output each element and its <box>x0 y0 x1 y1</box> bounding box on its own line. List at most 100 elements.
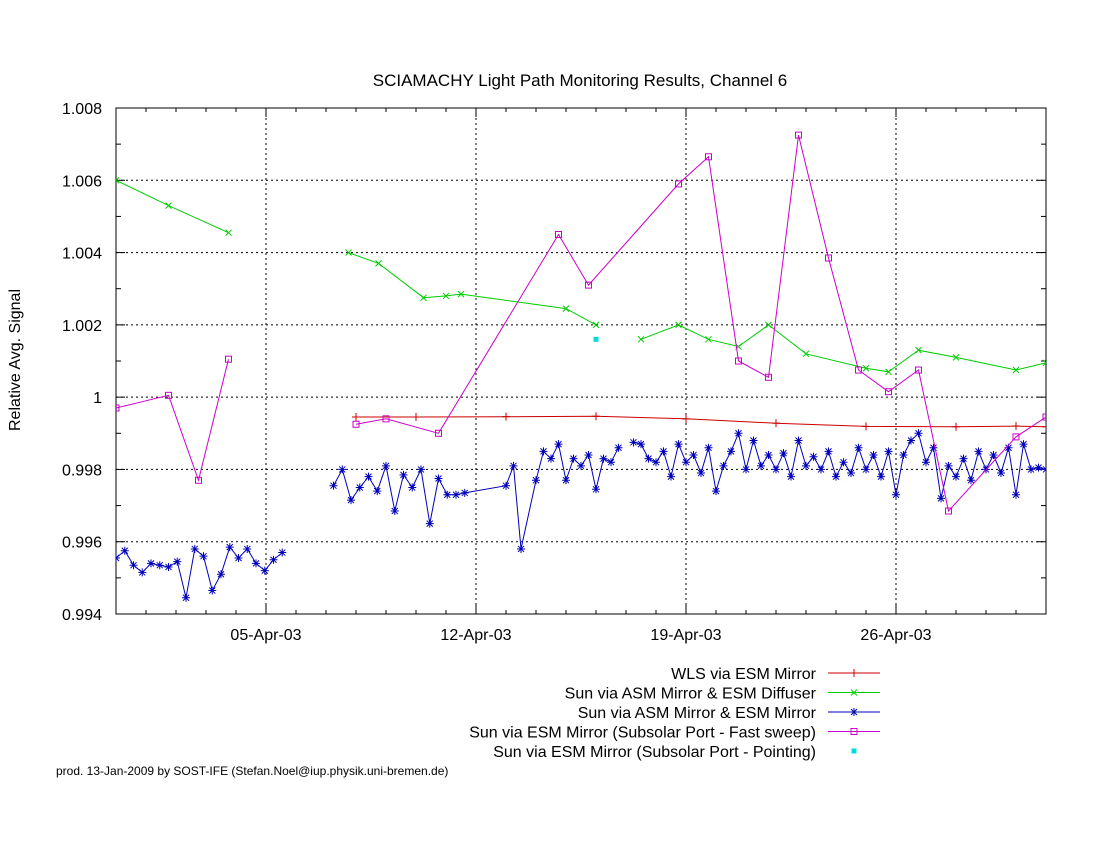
x-tick-label: 05-Apr-03 <box>230 627 301 644</box>
data-point <box>869 450 878 459</box>
legend-label: Sun via ASM Mirror & ESM Mirror <box>578 705 817 722</box>
data-point <box>555 231 562 238</box>
data-point <box>592 412 600 421</box>
data-point <box>116 404 120 412</box>
data-point <box>1012 366 1020 374</box>
data-point <box>765 373 772 381</box>
data-point <box>364 472 373 481</box>
data-point <box>399 470 408 479</box>
data-point <box>734 429 743 438</box>
data-point <box>252 559 260 568</box>
y-tick-label: 0.996 <box>62 535 102 552</box>
data-point <box>794 436 803 445</box>
data-point <box>1012 433 1020 441</box>
data-point <box>959 454 968 463</box>
data-point <box>675 321 682 329</box>
data-point <box>502 412 510 421</box>
data-point <box>225 229 232 237</box>
data-point <box>1012 422 1020 431</box>
data-point <box>569 454 578 463</box>
plot-frame <box>115 107 1047 615</box>
data-point <box>390 506 399 515</box>
data-point <box>195 476 202 484</box>
data-point <box>329 481 338 490</box>
data-point <box>278 548 287 557</box>
data-point <box>460 488 469 497</box>
data-point <box>208 586 217 595</box>
data-point <box>614 443 623 452</box>
data-point <box>892 490 900 499</box>
data-point <box>705 335 712 343</box>
legend-label: WLS via ESM Mirror <box>671 666 817 683</box>
series-line <box>355 134 1046 513</box>
data-point <box>825 254 832 262</box>
y-tick-label: 1 <box>93 390 102 407</box>
legend-label: Sun via ASM Mirror & ESM Diffuser <box>565 686 817 703</box>
data-point <box>787 472 795 481</box>
data-point <box>382 461 390 470</box>
data-point <box>644 454 653 463</box>
data-point <box>667 472 675 481</box>
data-point <box>373 487 382 496</box>
data-point <box>675 180 682 188</box>
data-point <box>173 557 182 566</box>
data-point <box>749 436 758 445</box>
data-point <box>742 465 750 474</box>
data-point <box>1042 359 1046 367</box>
data-point <box>945 507 952 515</box>
data-point <box>420 294 427 302</box>
data-point <box>217 570 225 579</box>
legend-marker <box>850 689 858 696</box>
data-point <box>182 593 190 602</box>
data-point <box>382 415 390 423</box>
data-point <box>116 176 120 184</box>
data-point <box>338 465 347 474</box>
legend-marker <box>851 748 857 754</box>
data-point <box>260 566 269 575</box>
series-line <box>356 415 1046 428</box>
x-tick-label: 26-Apr-03 <box>860 627 931 644</box>
data-point <box>352 420 360 428</box>
data-point <box>147 559 155 568</box>
data-point <box>120 546 129 555</box>
data-point <box>547 454 555 463</box>
data-point <box>375 260 382 267</box>
legend-marker <box>850 708 858 716</box>
data-point <box>532 476 540 485</box>
data-point <box>345 249 352 256</box>
data-point <box>652 458 660 467</box>
data-point <box>408 483 417 492</box>
data-point <box>1019 440 1028 449</box>
data-point <box>847 469 855 478</box>
grid <box>116 108 1046 614</box>
series <box>116 131 1046 602</box>
data-point <box>907 436 915 445</box>
data-point <box>607 458 615 467</box>
data-point <box>862 422 870 431</box>
data-point <box>1004 443 1013 452</box>
data-point <box>772 465 780 474</box>
data-point <box>1042 422 1046 431</box>
data-point <box>705 153 712 161</box>
data-point <box>682 414 690 423</box>
data-point <box>347 496 355 505</box>
data-point <box>577 461 585 470</box>
data-point <box>795 131 802 139</box>
data-point <box>914 429 923 438</box>
data-point <box>502 481 510 490</box>
data-point <box>434 474 443 483</box>
data-point <box>584 450 593 459</box>
data-point <box>457 290 465 298</box>
series-5 <box>593 336 599 342</box>
series-line <box>116 359 229 483</box>
data-point <box>1012 490 1020 499</box>
legend: WLS via ESM Mirror Sun via ASM Mirror & E… <box>469 666 880 761</box>
data-point <box>952 472 960 481</box>
data-point <box>562 476 570 485</box>
data-point <box>764 450 773 459</box>
y-tick-label: 1.008 <box>62 101 102 118</box>
data-point <box>839 458 848 467</box>
data-point <box>412 413 420 422</box>
data-point <box>929 443 938 452</box>
data-point <box>129 561 138 570</box>
